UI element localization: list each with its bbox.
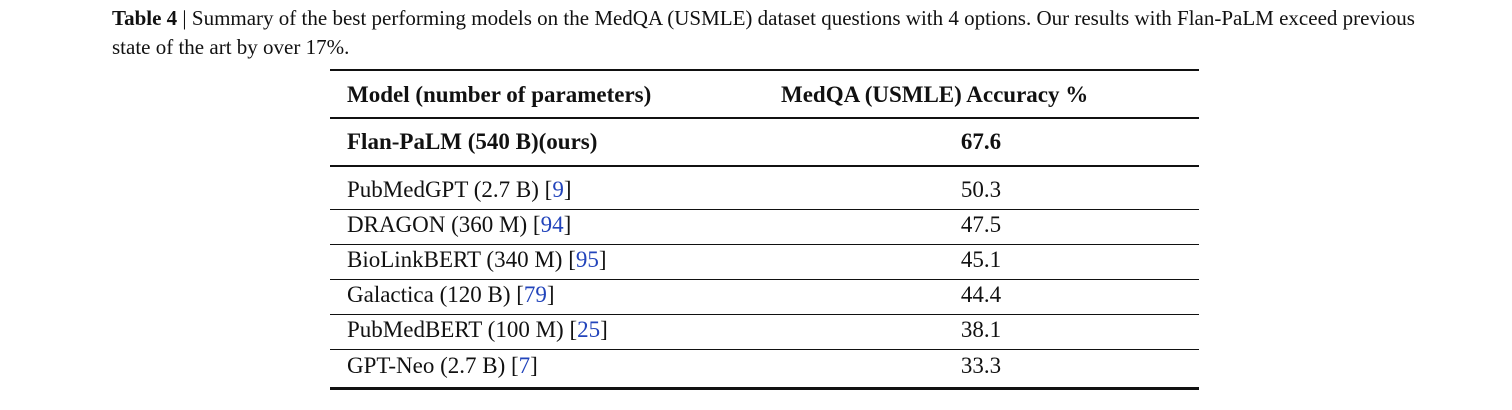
model-name: DRAGON (360 M) <box>347 212 528 237</box>
caption-text: Summary of the best performing models on… <box>112 6 1415 59</box>
model-name: GPT-Neo (2.7 B) <box>347 353 506 378</box>
citation: [79] <box>516 282 555 307</box>
rule <box>330 209 1199 210</box>
citation: [9] <box>544 177 572 202</box>
accuracy-cell: 38.1 <box>960 317 1002 342</box>
citation: [94] <box>532 212 572 237</box>
rule <box>330 387 1199 390</box>
rule <box>330 314 1199 315</box>
accuracy-cell: 47.5 <box>960 212 1002 237</box>
header-cell: MedQA (USMLE) Accuracy % <box>781 82 1089 107</box>
model-cell: PubMedGPT (2.7 B) [9] <box>347 176 572 204</box>
model-cell: GPT-Neo (2.7 B) [7] <box>347 352 538 380</box>
caption-separator: | <box>182 6 187 30</box>
citation: [95] <box>568 247 607 272</box>
accuracy-cell: 50.3 <box>960 177 1002 202</box>
model-cell: DRAGON (360 M) [94] <box>347 211 571 239</box>
rule <box>330 69 1199 71</box>
accuracy-cell: 45.1 <box>960 247 1002 272</box>
rule <box>330 165 1199 167</box>
rule <box>330 349 1199 350</box>
model-cell: PubMedBERT (100 M) [25] <box>347 316 608 344</box>
model-name: Galactica (120 B) <box>347 282 511 307</box>
model-name: PubMedGPT (2.7 B) <box>347 177 539 202</box>
header-cell: Model (number of parameters) <box>347 82 652 107</box>
rule <box>330 117 1199 119</box>
model-name: BioLinkBERT (340 M) <box>347 247 563 272</box>
citation: [7] <box>510 353 538 378</box>
caption: Table 4 | Summary of the best performing… <box>112 4 1432 62</box>
model-cell: Galactica (120 B) [79] <box>347 281 555 309</box>
accuracy-cell: 67.6 <box>960 129 1002 154</box>
citation: [25] <box>569 317 608 342</box>
model-cell: Flan-PaLM (540 B)(ours) <box>347 128 597 156</box>
rule <box>330 244 1199 245</box>
rule <box>330 279 1199 280</box>
model-name: PubMedBERT (100 M) <box>347 317 564 342</box>
model-name: Flan-PaLM (540 B)(ours) <box>347 129 598 154</box>
accuracy-cell: 33.3 <box>960 353 1002 378</box>
model-cell: BioLinkBERT (340 M) [95] <box>347 246 607 274</box>
accuracy-cell: 44.4 <box>960 282 1002 307</box>
caption-label: Table 4 <box>112 6 178 30</box>
